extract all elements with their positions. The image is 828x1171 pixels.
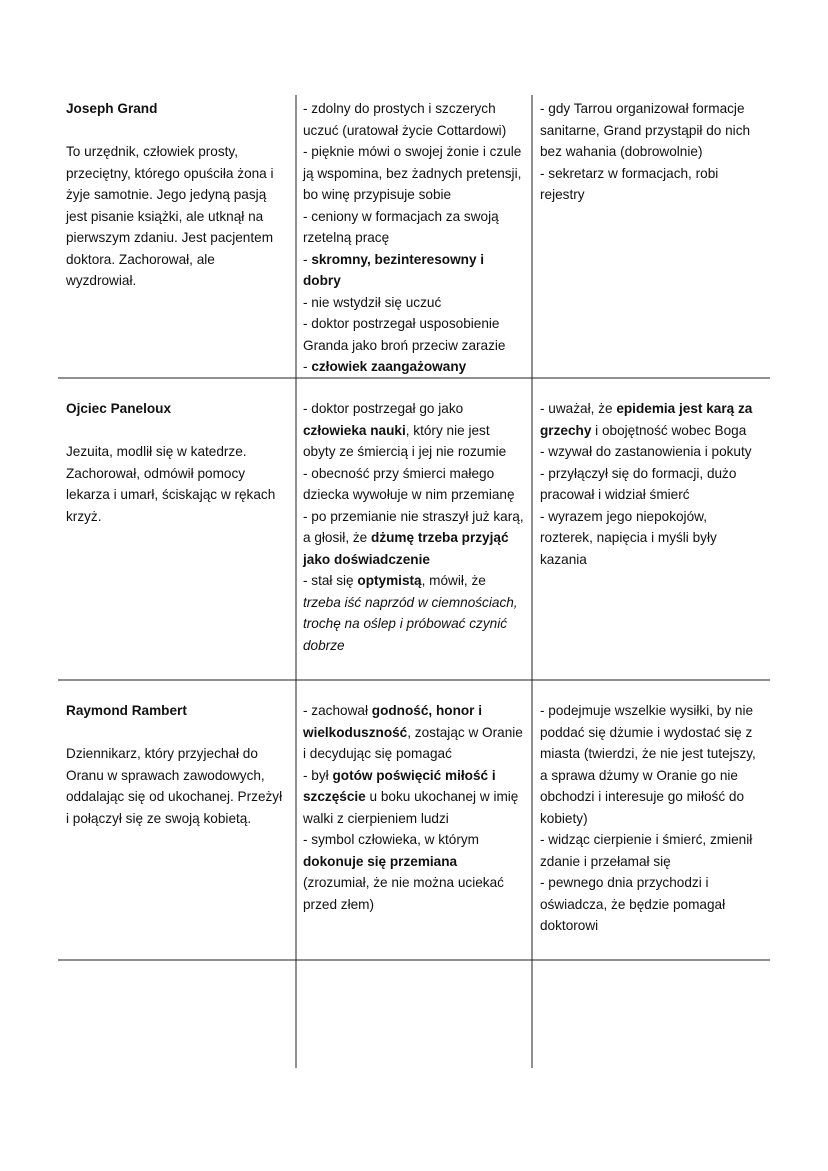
text-run: -	[303, 359, 312, 374]
list-item: - widząc cierpienie i śmierć, zmienił zd…	[540, 829, 762, 872]
list-item: - pięknie mówi o swojej żonie i czule ją…	[303, 141, 525, 206]
text-run: dokonuje się przemiana	[303, 853, 458, 869]
text-run: -	[303, 251, 312, 267]
text-run: - wzywał do zastanowienia i pokuty	[540, 444, 752, 459]
text-run: trzeba iść naprzód w ciemnościach, troch…	[303, 594, 518, 653]
list-item: - wzywał do zastanowienia i pokuty	[540, 441, 762, 463]
text-run: - pięknie mówi o swojej żonie i czule ją…	[303, 144, 522, 202]
character-name: Ojciec Paneloux	[66, 401, 172, 416]
text-run: - wyrazem jego niepokojów, rozterek, nap…	[540, 508, 717, 567]
text-run: dżumę trzeba przyjąć jako doświadczenie	[303, 530, 509, 567]
text-run: u boku ukochanej w imię walki z cierpien…	[303, 789, 519, 826]
text-run: - symbol człowieka, w którym	[303, 832, 479, 847]
list-item: - zachował godność, honor i wielkoduszno…	[303, 700, 525, 765]
character-name: Raymond Rambert	[66, 703, 187, 718]
list-item: - doktor postrzegał usposobienie Granda …	[303, 313, 525, 356]
text-run: gotów poświęcić miłość i szczęście	[303, 767, 496, 805]
text-run: - nie wstydził się uczuć	[303, 294, 442, 310]
list-item: - obecność przy śmierci małego dziecka w…	[303, 463, 525, 506]
text-run: - widząc cierpienie i śmierć, zmienił zd…	[540, 832, 753, 869]
text-run: człowiek zaangażowany	[311, 359, 467, 374]
character-cell: Ojciec Paneloux Jezuita, modlił się w kat…	[66, 398, 288, 527]
character-cell: Joseph Grand To urzędnik, człowiek prosty…	[66, 98, 288, 292]
list-item: - człowiek zaangażowany	[303, 356, 525, 378]
text-run: optymistą	[357, 573, 422, 588]
actions-cell: - gdy Tarrou organizował formacje sanita…	[540, 98, 762, 206]
list-item: - symbol człowieka, w którym dokonuje si…	[303, 829, 525, 872]
text-run: - doktor postrzegał go jako	[303, 401, 464, 416]
list-item: - stał się optymistą, mówił, że trzeba i…	[303, 570, 525, 656]
text-run: - uważał, że	[540, 401, 617, 416]
text-run: - gdy Tarrou organizował formacje sanita…	[540, 101, 751, 159]
text-run: - sekretarz w formacjach, robi rejestry	[540, 165, 719, 203]
text-run: , który nie jest obyty ze śmiercią i jej…	[303, 422, 507, 460]
text-run: - obecność przy śmierci małego dziecka w…	[303, 465, 515, 503]
list-item: - po przemianie nie straszył już karą, a…	[303, 506, 525, 571]
character-description: To urzędnik, człowiek prosty, przeciętny…	[66, 144, 274, 288]
text-run: - pewnego dnia przychodzi i oświadcza, ż…	[540, 875, 726, 933]
traits-cell: - zdolny do prostych i szczerych uczuć (…	[303, 98, 525, 378]
text-run: i obojętność wobec Boga	[591, 422, 747, 438]
text-run: , mówił, że	[421, 573, 486, 588]
text-run: (zrozumiał, że nie można uciekać przed z…	[303, 875, 504, 912]
text-run: epidemia jest karą za grzechy	[540, 401, 753, 438]
text-run: - zdolny do prostych i szczerych uczuć (…	[303, 101, 507, 138]
text-run: skromny, bezinteresowny i dobry	[303, 251, 485, 289]
text-run: - stał się	[303, 573, 358, 588]
traits-cell: - doktor postrzegał go jako człowieka na…	[303, 398, 525, 656]
list-item: - skromny, bezinteresowny i dobry	[303, 249, 525, 292]
actions-cell: - podejmuje wszelkie wysiłki, by nie pod…	[540, 700, 762, 937]
text-run: - po przemianie nie straszył już karą, a…	[303, 508, 524, 546]
list-item: - podejmuje wszelkie wysiłki, by nie pod…	[540, 700, 762, 829]
list-item: (zrozumiał, że nie można uciekać przed z…	[303, 872, 525, 915]
actions-cell: - uważał, że epidemia jest karą za grzec…	[540, 398, 762, 570]
list-item: - ceniony w formacjach za swoją rzetelną…	[303, 206, 525, 249]
traits-cell: - zachował godność, honor i wielkoduszno…	[303, 700, 525, 915]
list-item: - gdy Tarrou organizował formacje sanita…	[540, 98, 762, 163]
text-run: godność, honor i wielkoduszność	[303, 703, 483, 740]
text-run: - doktor postrzegał usposobienie Granda …	[303, 316, 506, 353]
text-run: - podejmuje wszelkie wysiłki, by nie pod…	[540, 703, 756, 826]
text-run: - zachował	[303, 703, 372, 718]
character-description: Jezuita, modlił się w katedrze. Zachorow…	[66, 444, 276, 524]
list-item: - uważał, że epidemia jest karą za grzec…	[540, 398, 762, 441]
list-item: - zdolny do prostych i szczerych uczuć (…	[303, 98, 525, 141]
list-item: - nie wstydził się uczuć	[303, 292, 525, 314]
text-run: , zostając w Oranie i decydując się poma…	[303, 724, 523, 762]
character-description: Dziennikarz, który przyjechał do Oranu w…	[66, 746, 283, 826]
list-item: - sekretarz w formacjach, robi rejestry	[540, 163, 762, 206]
text-run: - przyłączył się do formacji, dużo praco…	[540, 465, 737, 503]
list-item: - pewnego dnia przychodzi i oświadcza, ż…	[540, 872, 762, 937]
list-item: - był gotów poświęcić miłość i szczęście…	[303, 765, 525, 830]
list-item: - przyłączył się do formacji, dużo praco…	[540, 463, 762, 506]
text-run: - był	[303, 767, 333, 783]
list-item: - doktor postrzegał go jako człowieka na…	[303, 398, 525, 463]
text-run: człowieka nauki	[303, 422, 406, 438]
character-cell: Raymond Rambert Dziennikarz, który przyje…	[66, 700, 288, 829]
text-run: - ceniony w formacjach za swoją rzetelną…	[303, 208, 499, 246]
list-item: - wyrazem jego niepokojów, rozterek, nap…	[540, 506, 762, 571]
character-name: Joseph Grand	[66, 101, 158, 116]
